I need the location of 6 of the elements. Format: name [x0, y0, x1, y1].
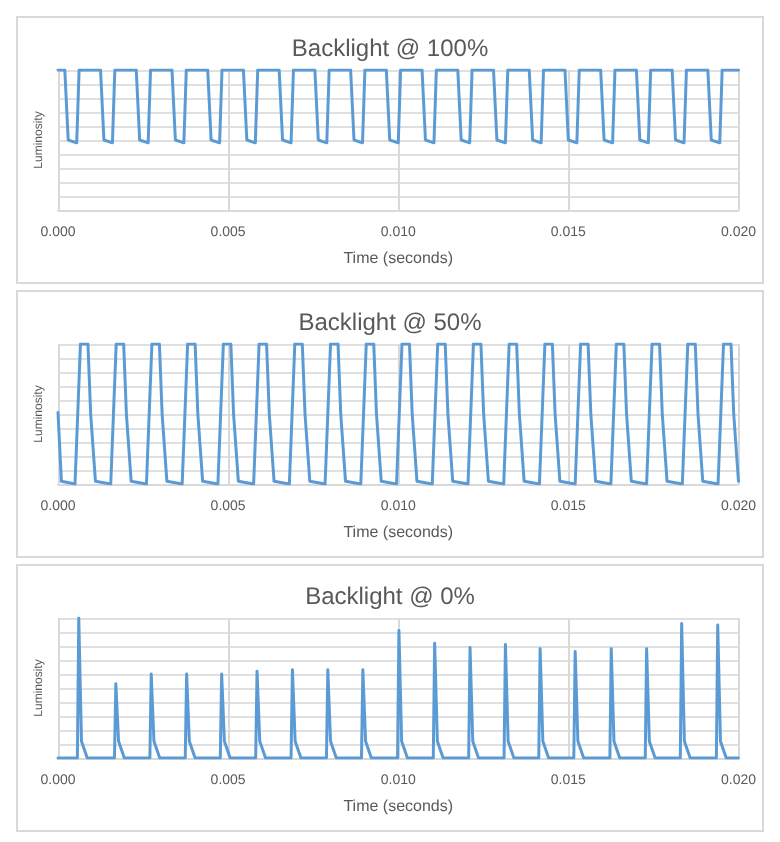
x-axis-title: Time (seconds) [343, 248, 454, 267]
chart-title: Backlight @ 100% [291, 34, 489, 62]
x-axis-title: Time (seconds) [343, 522, 454, 541]
chart-title: Backlight @ 0% [305, 582, 476, 610]
x-axis-title: Time (seconds) [343, 796, 454, 815]
chart-title: Backlight @ 50% [298, 308, 483, 336]
